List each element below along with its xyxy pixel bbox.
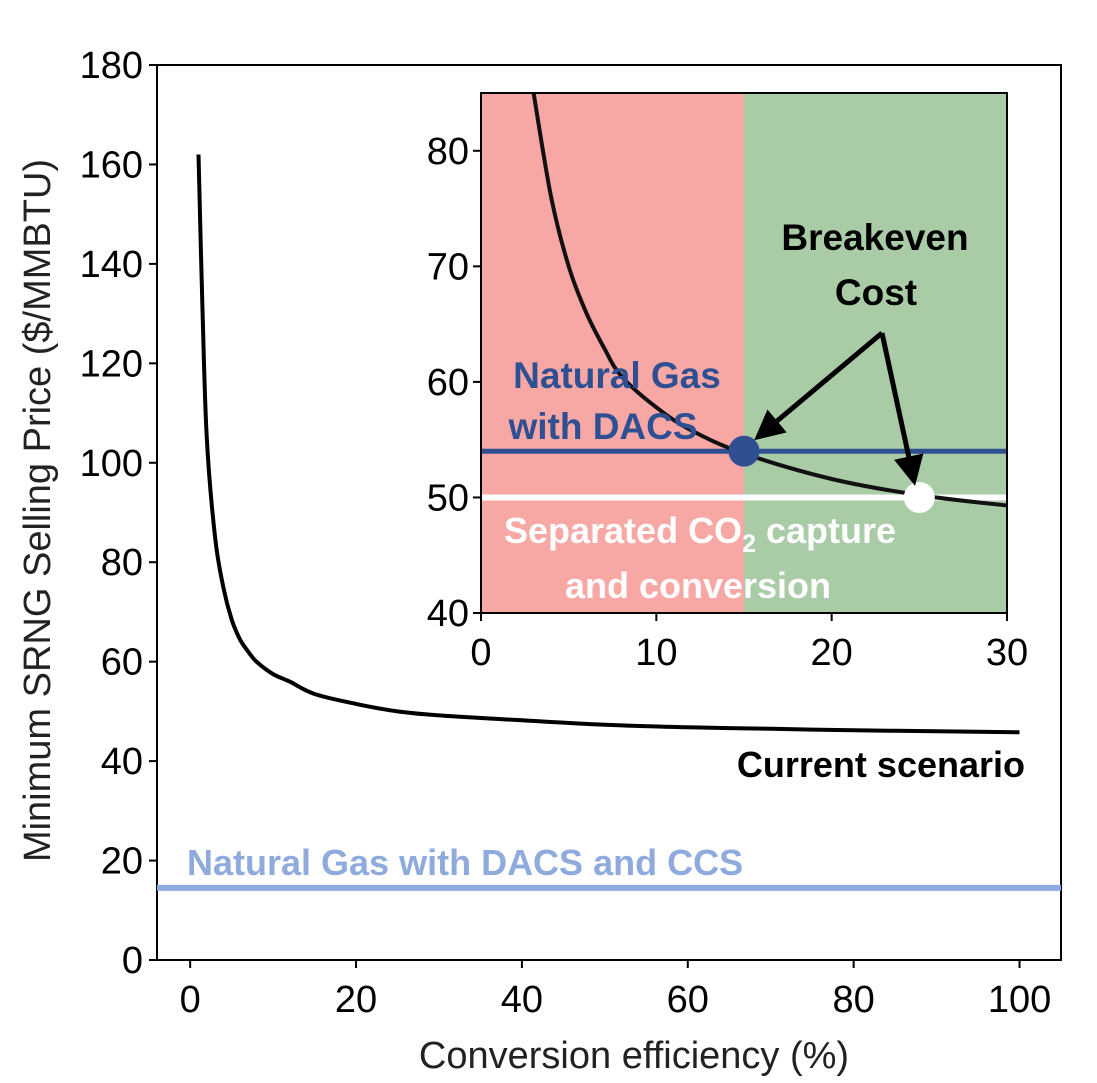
main-plot-frame	[156, 64, 1062, 961]
current-scenario-label: Current scenario	[737, 744, 1025, 785]
inset-y-tick-label: 70	[427, 246, 469, 288]
inset-y-tick-label: 60	[427, 362, 469, 404]
inset-x-tick-label: 0	[470, 632, 491, 674]
inset-y-tick-label: 50	[427, 477, 469, 519]
separated-label-line1: Separated CO2 capture	[504, 510, 896, 558]
breakeven-arrow-right	[879, 332, 924, 486]
main-y-tick-label: 120	[80, 343, 143, 385]
inset-x-tick-label: 20	[811, 632, 853, 674]
inset-frame	[480, 92, 1008, 614]
main-y-tick-label: 20	[101, 841, 143, 883]
main-y-tick-label: 180	[80, 45, 143, 87]
breakeven-label-line2: Cost	[835, 272, 917, 313]
main-x-tick-label: 20	[335, 979, 377, 1021]
separated-label-main: Separated CO	[504, 510, 742, 551]
main-y-tick-label: 40	[101, 741, 143, 783]
main-x-tick-label: 60	[667, 979, 709, 1021]
dacs-label-line2: with DACS	[507, 406, 697, 447]
inset-y-tick-label: 80	[427, 131, 469, 173]
breakeven-point-separated	[903, 481, 935, 513]
main-x-tick-label: 80	[833, 979, 875, 1021]
current-scenario-line	[196, 154, 1020, 735]
inset-region	[481, 93, 744, 613]
breakeven-label-line1: Breakeven	[781, 217, 968, 258]
inset-current-scenario-line	[531, 93, 1007, 508]
breakeven-arrow-left	[754, 331, 884, 441]
main-y-tick-label: 140	[80, 244, 143, 286]
main-x-tick-label: 40	[501, 979, 543, 1021]
separated-label-subscript: 2	[742, 530, 756, 558]
dacs-ccs-label: Natural Gas with DACS and CCS	[187, 842, 743, 883]
inset-y-tick-label: 40	[427, 593, 469, 635]
separated-label-line2: and conversion	[565, 565, 831, 606]
inset-x-tick-label: 30	[986, 632, 1028, 674]
main-y-tick-label: 0	[122, 940, 143, 982]
main-x-tick-label: 100	[988, 979, 1051, 1021]
breakeven-point-dacs	[728, 435, 760, 467]
inset-plot: 40 50 60 70 80 0 10 20 30	[401, 83, 1028, 693]
main-y-tick-label: 100	[80, 443, 143, 485]
main-x-tick-label: 0	[180, 979, 201, 1021]
main-y-tick-label: 80	[101, 542, 143, 584]
main-y-tick-label: 160	[80, 144, 143, 186]
inset-x-tick-label: 10	[635, 632, 677, 674]
separated-label-suffix: capture	[756, 510, 896, 551]
dacs-label-line1: Natural Gas	[513, 355, 721, 396]
main-x-axis-title: Conversion efficiency (%)	[419, 1035, 849, 1077]
main-y-axis-title: Minimum SRNG Selling Price ($/MMBTU)	[17, 159, 59, 862]
main-y-tick-label: 60	[101, 642, 143, 684]
inset-region	[744, 93, 1007, 613]
